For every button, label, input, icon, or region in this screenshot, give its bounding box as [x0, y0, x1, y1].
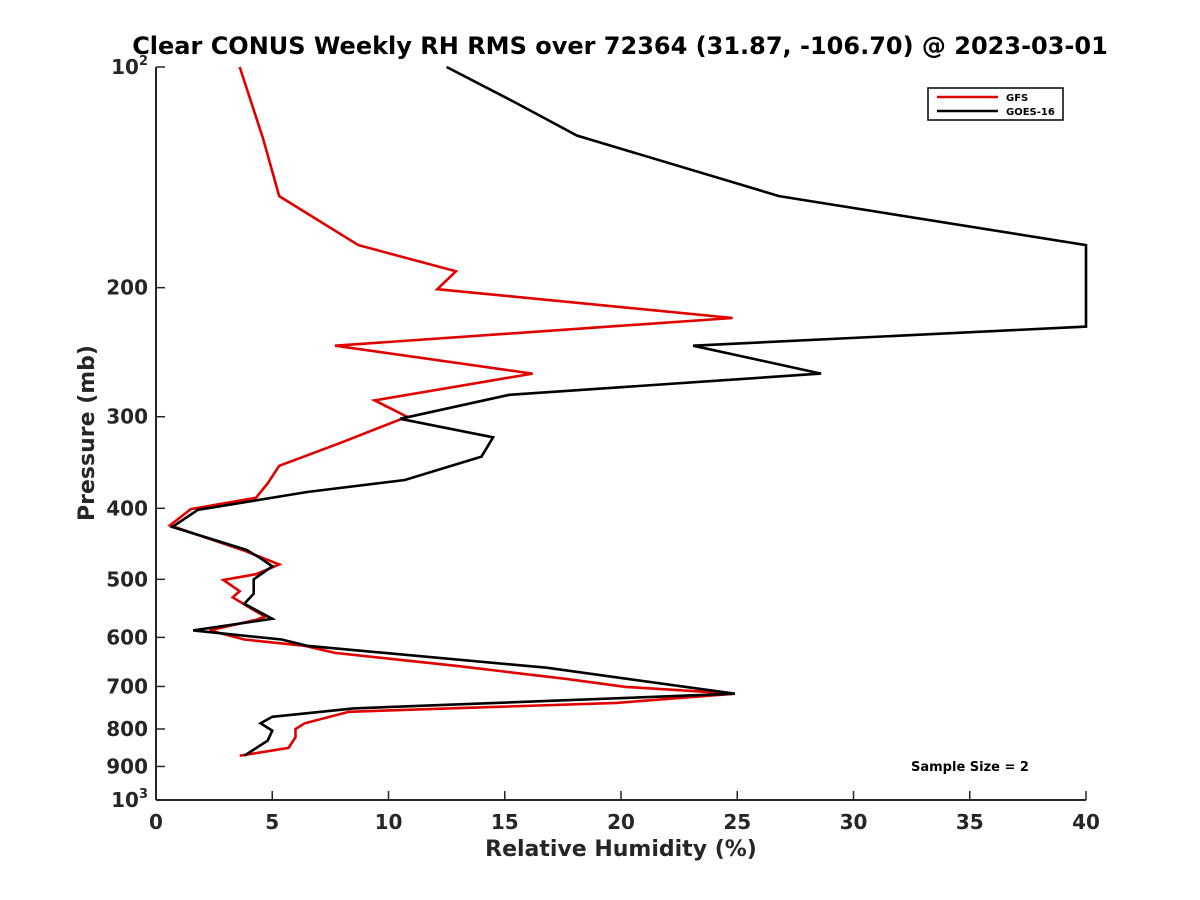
legend: GFS GOES-16 — [927, 87, 1064, 121]
y-ticks: 102 200 300 400 500 600 700 800 900 103 — [106, 54, 165, 812]
series-line-gfs — [167, 66, 736, 757]
y-tick-label: 500 — [106, 567, 148, 591]
y-tick-label: 400 — [106, 496, 148, 520]
x-tick-label: 0 — [149, 810, 163, 834]
y-tick-label: 800 — [106, 717, 148, 741]
plot-background — [156, 67, 1086, 800]
x-tick-label: 25 — [723, 810, 751, 834]
legend-box — [927, 87, 1064, 121]
chart-title: Clear CONUS Weekly RH RMS over 72364 (31… — [132, 32, 1108, 60]
legend-label-goes-16: GOES-16 — [1006, 107, 1055, 118]
y-tick-label: 300 — [106, 405, 148, 429]
series-line-goes-16 — [169, 65, 1088, 757]
y-tick-label: 700 — [106, 674, 148, 698]
y-tick-label: 600 — [106, 625, 148, 649]
y-tick-label: 900 — [106, 754, 148, 778]
x-tick-label: 5 — [265, 810, 279, 834]
x-axis-label: Relative Humidity (%) — [485, 837, 757, 862]
x-tick-label: 10 — [375, 810, 403, 834]
y-tick-label: 102 — [111, 54, 148, 79]
sample-size-annotation: Sample Size = 2 — [911, 760, 1029, 775]
x-tick-label: 40 — [1072, 810, 1100, 834]
x-tick-label: 15 — [491, 810, 519, 834]
x-tick-label: 30 — [840, 810, 868, 834]
x-ticks: 0 5 10 15 20 25 30 35 40 — [149, 791, 1100, 834]
y-axis-label: Pressure (mb) — [75, 345, 100, 521]
y-tick-label: 103 — [111, 787, 148, 812]
x-tick-label: 20 — [607, 810, 635, 834]
legend-label-gfs: GFS — [1006, 93, 1028, 104]
y-tick-label: 200 — [106, 276, 148, 300]
x-tick-label: 35 — [956, 810, 984, 834]
series-layer — [167, 65, 1088, 757]
